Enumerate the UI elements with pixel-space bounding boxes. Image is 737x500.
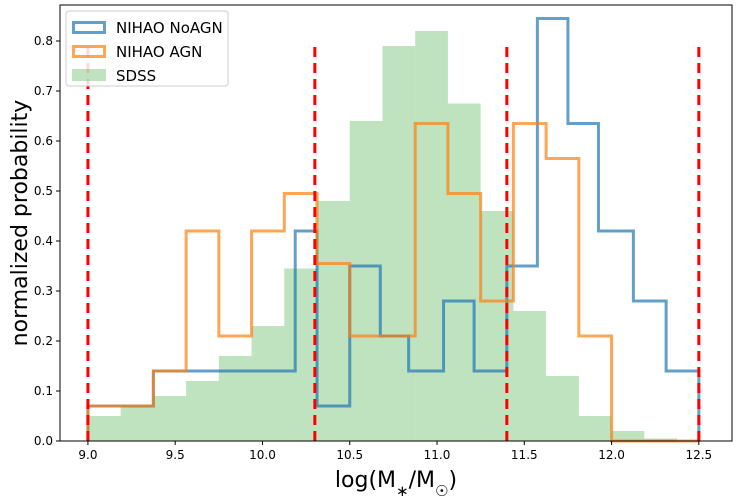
legend-swatch-nihao-noagn xyxy=(72,21,106,34)
legend-box xyxy=(65,10,229,87)
y-tick-label: 0.5 xyxy=(34,184,53,198)
sdss-bar xyxy=(578,416,612,441)
y-tick-label: 0.4 xyxy=(34,234,53,248)
x-tick-label: 12.0 xyxy=(598,448,625,462)
sdss-bar xyxy=(218,356,252,441)
legend: NIHAO NoAGN NIHAO AGN SDSS xyxy=(65,10,229,87)
sdss-bar xyxy=(447,103,481,441)
y-tick-label: 0.1 xyxy=(34,384,53,398)
legend-swatch-sdss xyxy=(72,69,106,81)
y-tick-label: 0.2 xyxy=(34,334,53,348)
sdss-bar xyxy=(480,211,514,441)
x-tick-label: 9.0 xyxy=(78,448,97,462)
sdss-bar xyxy=(513,311,547,441)
legend-swatch-nihao-agn xyxy=(72,45,106,58)
sdss-bar xyxy=(382,46,416,441)
x-tick-label: 12.5 xyxy=(685,448,712,462)
plot-frame xyxy=(59,4,733,442)
sdss-bar xyxy=(546,376,579,441)
sdss-bars xyxy=(87,31,678,441)
sdss-bar xyxy=(349,121,383,441)
x-tick-label: 9.5 xyxy=(166,448,185,462)
series-line-nihao-agn xyxy=(86,122,699,443)
series-line-nihao-noagn xyxy=(86,17,701,441)
x-tick-label: 10.0 xyxy=(249,448,276,462)
sdss-bar xyxy=(611,431,645,441)
x-tick-label: 11.0 xyxy=(424,448,451,462)
y-axis-title: normalized probability xyxy=(8,100,33,347)
legend-label-nihao-noagn: NIHAO NoAGN xyxy=(116,19,223,37)
sdss-bar xyxy=(415,31,448,441)
x-tick-label: 11.5 xyxy=(511,448,538,462)
y-tick-label: 0.7 xyxy=(34,84,53,98)
sdss-bar xyxy=(317,201,350,441)
legend-label-nihao-agn: NIHAO AGN xyxy=(116,43,202,61)
sdss-bar xyxy=(153,396,187,441)
legend-label-sdss: SDSS xyxy=(116,67,156,85)
y-tick-label: 0.8 xyxy=(34,34,53,48)
sdss-bar xyxy=(284,268,318,441)
y-tick-label: 0.0 xyxy=(34,434,53,448)
vertical-dashed-lines xyxy=(86,41,701,441)
sdss-bar xyxy=(251,326,285,441)
x-tick-label: 10.5 xyxy=(336,448,363,462)
sdss-bar xyxy=(120,406,154,441)
sdss-bar xyxy=(87,416,121,441)
y-tick-label: 0.3 xyxy=(34,284,53,298)
y-tick-label: 0.6 xyxy=(34,134,53,148)
step-lines xyxy=(86,17,701,443)
y-axis-ticks: 0.0 0.1 0.2 0.3 0.4 0.5 0.6 0.7 0.8 xyxy=(34,34,60,448)
sdss-bar xyxy=(186,381,219,441)
x-axis-ticks: 9.0 9.5 10.0 10.5 11.0 11.5 12.0 12.5 xyxy=(78,441,712,462)
